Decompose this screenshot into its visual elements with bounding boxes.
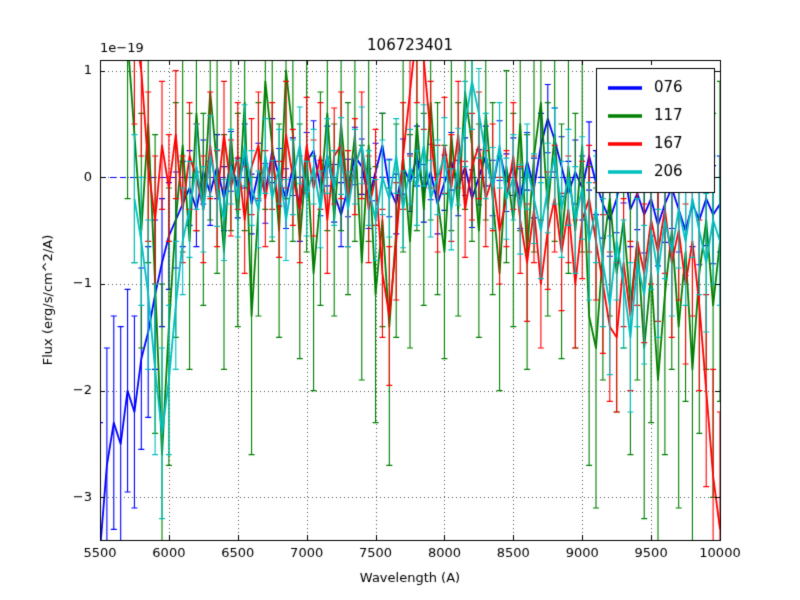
figure: 106723401 [0, 0, 800, 600]
spectrum-plot-canvas [0, 0, 800, 600]
